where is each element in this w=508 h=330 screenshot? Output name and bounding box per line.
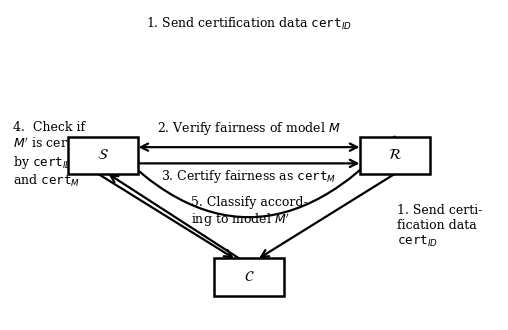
FancyBboxPatch shape	[214, 258, 284, 296]
FancyBboxPatch shape	[360, 137, 430, 174]
Text: 5. Classify accord-
ing to model $M'$: 5. Classify accord- ing to model $M'$	[190, 196, 307, 229]
Text: 2. Verify fairness of model $M$: 2. Verify fairness of model $M$	[157, 120, 341, 137]
Text: $\mathcal{S}$: $\mathcal{S}$	[98, 148, 109, 162]
Text: 3. Certify fairness as $\mathtt{cert}_M$: 3. Certify fairness as $\mathtt{cert}_M$	[162, 168, 337, 185]
FancyBboxPatch shape	[68, 137, 139, 174]
Text: $\mathcal{R}$: $\mathcal{R}$	[388, 148, 402, 162]
Text: 4.  Check if
$M'$ is certified
by $\mathtt{cert}_{ID}$
and $\mathtt{cert}_M$: 4. Check if $M'$ is certified by $\matht…	[13, 121, 101, 189]
Text: 1. Send certification data $\mathtt{cert}_{ID}$: 1. Send certification data $\mathtt{cert…	[146, 16, 352, 32]
Text: $\mathcal{C}$: $\mathcal{C}$	[244, 270, 255, 284]
Text: 1. Send certi-
fication data
$\mathtt{cert}_{ID}$: 1. Send certi- fication data $\mathtt{ce…	[397, 204, 483, 249]
